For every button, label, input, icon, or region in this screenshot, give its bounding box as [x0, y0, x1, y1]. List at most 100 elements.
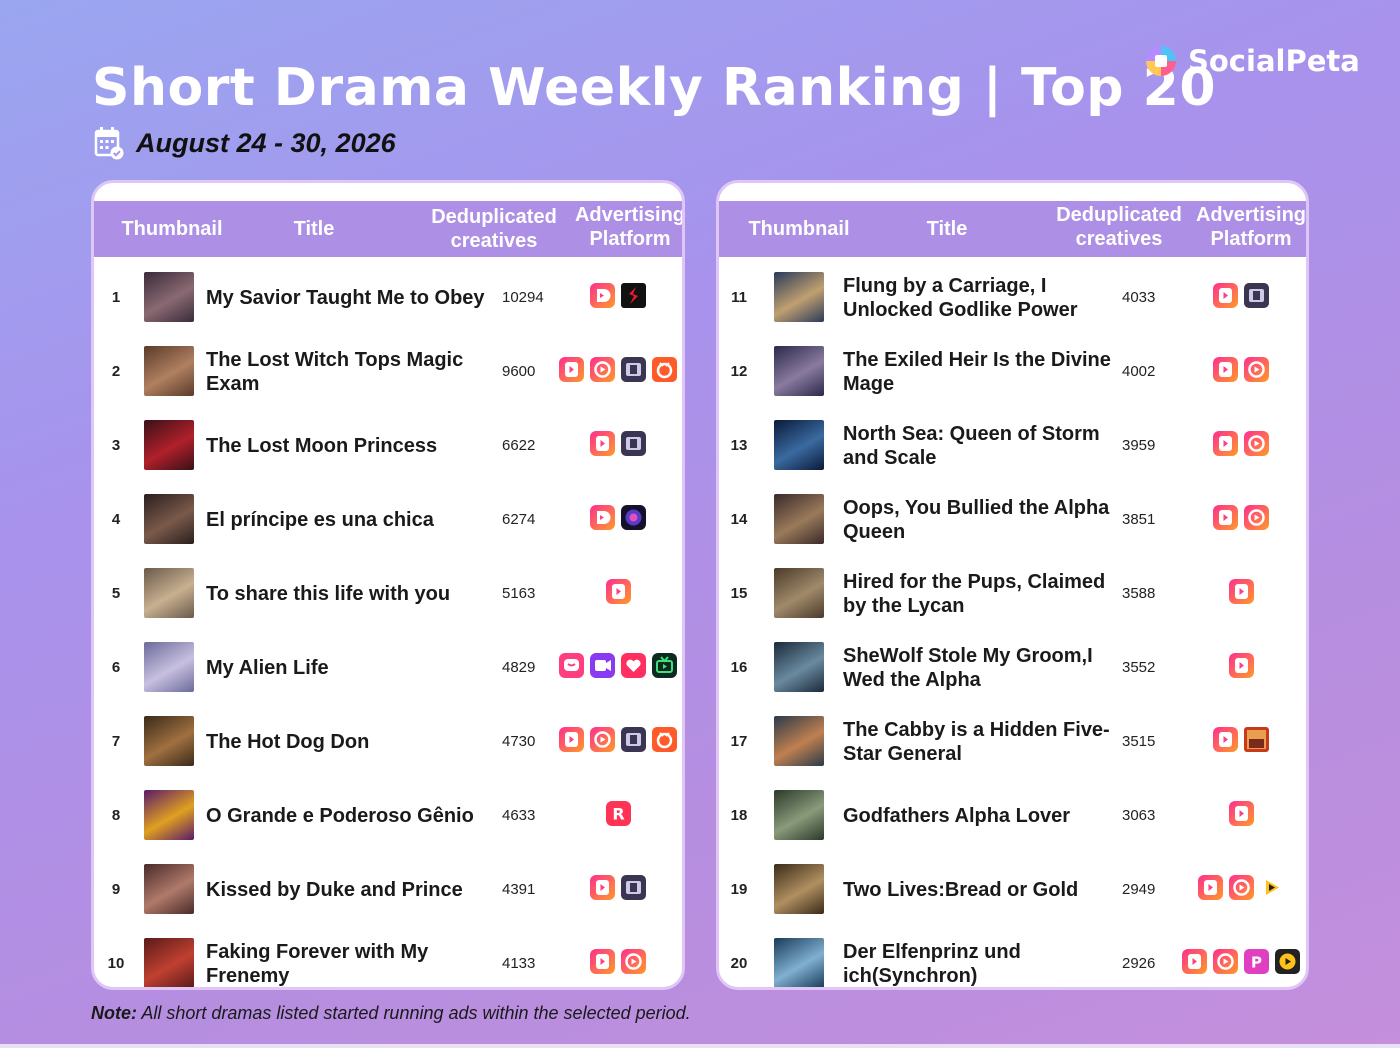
advertising-platforms: [1179, 801, 1303, 826]
table-row[interactable]: 5 To share this life with you 5163: [94, 555, 682, 629]
drama-thumbnail[interactable]: [144, 272, 194, 322]
drama-thumbnail[interactable]: [774, 938, 824, 987]
drama-title: North Sea: Queen of Storm and Scale: [843, 423, 1100, 469]
drama-thumbnail[interactable]: [774, 716, 824, 766]
col-thumbnail: Thumbnail: [748, 218, 850, 240]
creatives-count: 6274: [502, 511, 536, 528]
play-icon: [1228, 653, 1254, 678]
table-row[interactable]: 9 Kissed by Duke and Prince 4391: [94, 851, 682, 925]
advertising-platforms: [1179, 431, 1303, 456]
drama-thumbnail[interactable]: [144, 864, 194, 914]
brand-name: SocialPeta: [1188, 44, 1360, 78]
table-row[interactable]: 16 SheWolf Stole My Groom,I Wed the Alpha…: [719, 629, 1306, 703]
drama-thumbnail[interactable]: [774, 272, 824, 322]
date-range: August 24 - 30, 2026: [94, 126, 396, 160]
ring-icon: [1244, 431, 1269, 456]
col-platform: Advertising Platform: [1195, 204, 1307, 250]
table-row[interactable]: 20 Der Elfenprinz und ich(Synchron) 2926 P: [719, 925, 1306, 987]
play-icon: [1213, 727, 1238, 752]
creatives-count: 2949: [1122, 881, 1156, 898]
rank-number: 17: [730, 733, 748, 750]
drama-thumbnail[interactable]: [774, 346, 824, 396]
drama-thumbnail[interactable]: [144, 420, 194, 470]
table-row[interactable]: 17 The Cabby is a Hidden Five-Star Genera…: [719, 703, 1306, 777]
table-row[interactable]: 6 My Alien Life 4829: [94, 629, 682, 703]
advertising-platforms: [556, 579, 680, 604]
table-row[interactable]: 7 The Hot Dog Don 4730: [94, 703, 682, 777]
rank-number: 6: [111, 659, 121, 676]
creatives-count: 3851: [1122, 511, 1156, 528]
table-row[interactable]: 10 Faking Forever with My Frenemy 4133: [94, 925, 682, 987]
drama-title: The Hot Dog Don: [206, 731, 370, 753]
reelshort-icon: [590, 283, 615, 308]
advertising-platforms: [1179, 357, 1303, 382]
creatives-count: 4829: [502, 659, 536, 676]
table-row[interactable]: 15 Hired for the Pups, Claimed by the Lyc…: [719, 555, 1306, 629]
drama-thumbnail[interactable]: [774, 864, 824, 914]
creatives-count: 10294: [502, 289, 544, 306]
rank-number: 10: [107, 955, 125, 972]
drama-thumbnail[interactable]: [774, 420, 824, 470]
bolt-icon: [1259, 875, 1285, 900]
advertising-platforms: [556, 653, 680, 678]
rank-number: 18: [730, 807, 748, 824]
drama-thumbnail[interactable]: [144, 568, 194, 618]
rank-number: 12: [730, 363, 748, 380]
p-icon: P: [1244, 949, 1269, 974]
reelshort-icon: [590, 505, 615, 530]
table-row[interactable]: 11 Flung by a Carriage, I Unlocked Godlik…: [719, 259, 1306, 333]
advertising-platforms: [556, 949, 680, 974]
table-row[interactable]: 1 My Savior Taught Me to Obey 10294: [94, 259, 682, 333]
drama-thumbnail[interactable]: [144, 494, 194, 544]
creatives-count: 5163: [502, 585, 536, 602]
table-row[interactable]: 2 The Lost Witch Tops Magic Exam 9600: [94, 333, 682, 407]
table-header: Thumbnail Title Deduplicated creatives Ad…: [719, 201, 1306, 257]
drama-thumbnail[interactable]: [774, 494, 824, 544]
drama-title: Kissed by Duke and Prince: [206, 879, 463, 901]
table-row[interactable]: 18 Godfathers Alpha Lover 3063: [719, 777, 1306, 851]
table-header: Thumbnail Title Deduplicated creatives Ad…: [94, 201, 682, 257]
table-row[interactable]: 8 O Grande e Poderoso Gênio 4633 R: [94, 777, 682, 851]
tv-icon: [652, 653, 677, 678]
table-row[interactable]: 19 Two Lives:Bread or Gold 2949: [719, 851, 1306, 925]
creatives-count: 9600: [502, 363, 536, 380]
rank-number: 11: [731, 289, 747, 306]
table-row[interactable]: 13 North Sea: Queen of Storm and Scale 395…: [719, 407, 1306, 481]
play-icon: [590, 431, 615, 456]
brand-logo: SocialPeta: [1144, 44, 1360, 78]
drama-thumbnail[interactable]: [774, 568, 824, 618]
creatives-count: 3552: [1122, 659, 1156, 676]
play-icon: [590, 949, 615, 974]
calendar-icon: [94, 126, 124, 160]
table-row[interactable]: 3 The Lost Moon Princess 6622: [94, 407, 682, 481]
drama-thumbnail[interactable]: [144, 938, 194, 987]
orange-icon: [652, 727, 677, 752]
ranking-panel-right: Thumbnail Title Deduplicated creatives Ad…: [716, 180, 1309, 990]
rank-number: 19: [730, 881, 748, 898]
rank-number: 2: [111, 363, 121, 380]
table-row[interactable]: 12 The Exiled Heir Is the Divine Mage 4002: [719, 333, 1306, 407]
col-thumbnail: Thumbnail: [121, 218, 223, 240]
drama-thumbnail[interactable]: [144, 346, 194, 396]
svg-text:R: R: [612, 805, 624, 824]
table-row[interactable]: 14 Oops, You Bullied the Alpha Queen 3851: [719, 481, 1306, 555]
rank-number: 9: [111, 881, 121, 898]
play-icon: [1228, 579, 1254, 604]
drama-thumbnail[interactable]: [144, 790, 194, 840]
drama-thumbnail[interactable]: [144, 642, 194, 692]
ring-icon: [1213, 949, 1238, 974]
rank-number: 15: [730, 585, 748, 602]
play-icon: [605, 579, 631, 604]
drama-thumbnail[interactable]: [774, 642, 824, 692]
table-row[interactable]: 4 El príncipe es una chica 6274: [94, 481, 682, 555]
rank-number: 1: [111, 289, 121, 306]
rank-number: 7: [111, 733, 121, 750]
film-icon: [621, 727, 646, 752]
drama-thumbnail[interactable]: [144, 716, 194, 766]
drama-thumbnail[interactable]: [774, 790, 824, 840]
creatives-count: 3588: [1122, 585, 1156, 602]
play-icon: [1213, 357, 1238, 382]
ring-icon: [1244, 357, 1269, 382]
advertising-platforms: [556, 357, 680, 382]
rank-number: 8: [111, 807, 121, 824]
